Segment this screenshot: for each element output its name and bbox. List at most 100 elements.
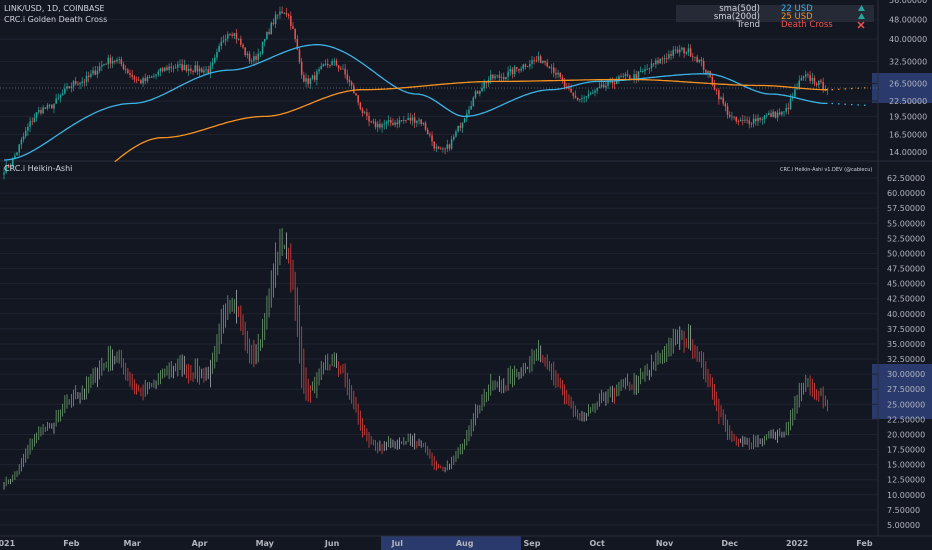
candle [748,116,751,129]
candle [38,106,40,115]
candle [670,50,672,60]
candle [574,90,577,99]
candle [602,81,605,88]
time-tick: Feb [856,539,873,548]
candle [605,80,607,91]
candle [109,54,112,69]
candle [674,46,677,54]
candle [27,123,29,137]
bottom-price-tick: 35.00000 [887,340,925,349]
bottom-price-tick: 60.00000 [887,189,925,198]
candle [307,75,309,88]
candle [53,103,55,114]
candle [755,114,757,126]
candle [22,132,25,143]
candle [359,101,362,111]
candle [66,82,68,91]
candle [555,67,557,79]
candle [129,69,131,78]
bottom-price-tick: 62.50000 [887,174,925,183]
top-candles [3,6,829,180]
candle [496,74,498,79]
candle [668,50,670,61]
candle [20,137,23,149]
bottom-price-tick: 20.00000 [887,430,925,439]
candle [90,70,92,79]
candle [698,59,701,64]
bottom-price-tick: 30.00000 [887,370,925,379]
bottom-price-tick: 52.50000 [887,234,925,243]
candle [185,64,188,73]
candle [542,60,544,64]
time-axis[interactable]: 2021 Feb Mar Apr May Jun Jul Aug Sep Oct Nov Dec 202… [0,539,873,548]
candle [557,69,559,79]
candle [253,51,255,67]
candle [807,72,809,79]
candle [155,73,157,80]
bottom-price-axis[interactable]: 62.50000 60.00000 57.50000 55.00000 52.50000… [887,174,925,530]
bottom-price-tick: 12.50000 [887,476,925,485]
candle [702,57,705,74]
candle [672,46,674,59]
candle [457,125,459,133]
top-price-tick: 16.50000 [889,130,927,139]
candle [98,62,101,74]
candle [246,51,249,59]
candle [398,116,401,128]
legend: sma(50d) 22 USD sma(200d) 25 USD Trend Death … [714,4,865,30]
candle [424,120,427,132]
candle [61,89,64,96]
candle [407,113,409,121]
candle [822,77,824,93]
candle [783,111,785,117]
candle [157,69,160,77]
candle [18,143,20,156]
candle [587,89,590,99]
candle [114,59,116,65]
candle [200,66,203,73]
time-tick: Mar [124,539,141,548]
candle [509,65,512,77]
candle [416,120,418,128]
candle [533,56,535,65]
candle [370,120,372,124]
candle [261,41,264,55]
up-triangle-icon [858,5,865,11]
candle [678,44,681,57]
candle [735,116,738,124]
candle [687,43,690,57]
candle [692,52,694,62]
top-price-tick: 40.00000 [889,35,927,44]
x-axis-highlight [381,536,521,550]
candle [29,117,31,132]
candle [64,83,66,95]
candle [713,80,716,91]
candle [205,66,207,75]
candle [274,11,277,29]
top-price-axis[interactable]: 48.00000 40.00000 32.50000 26.50000 22.50000… [889,0,927,157]
candle [794,84,796,98]
top-indicator-label: CRC.i Golden Death Cross [4,15,107,24]
candle [203,66,205,76]
candle [103,63,105,67]
candle [135,76,138,84]
candle [422,122,425,126]
candle [635,70,638,84]
top-price-tick-clipped: 56.00000 [889,0,927,5]
candle [355,92,357,96]
candle [196,61,199,76]
candle [537,51,540,63]
candle [48,103,51,109]
candle [59,93,62,103]
candle [548,66,551,69]
candle [266,31,268,41]
candle [24,127,27,139]
candle [118,56,120,64]
candle [159,67,162,77]
candle [772,109,774,118]
candle [746,116,748,124]
candle [502,72,505,82]
grid-lines [0,19,878,526]
top-pane-highlight [872,73,932,103]
